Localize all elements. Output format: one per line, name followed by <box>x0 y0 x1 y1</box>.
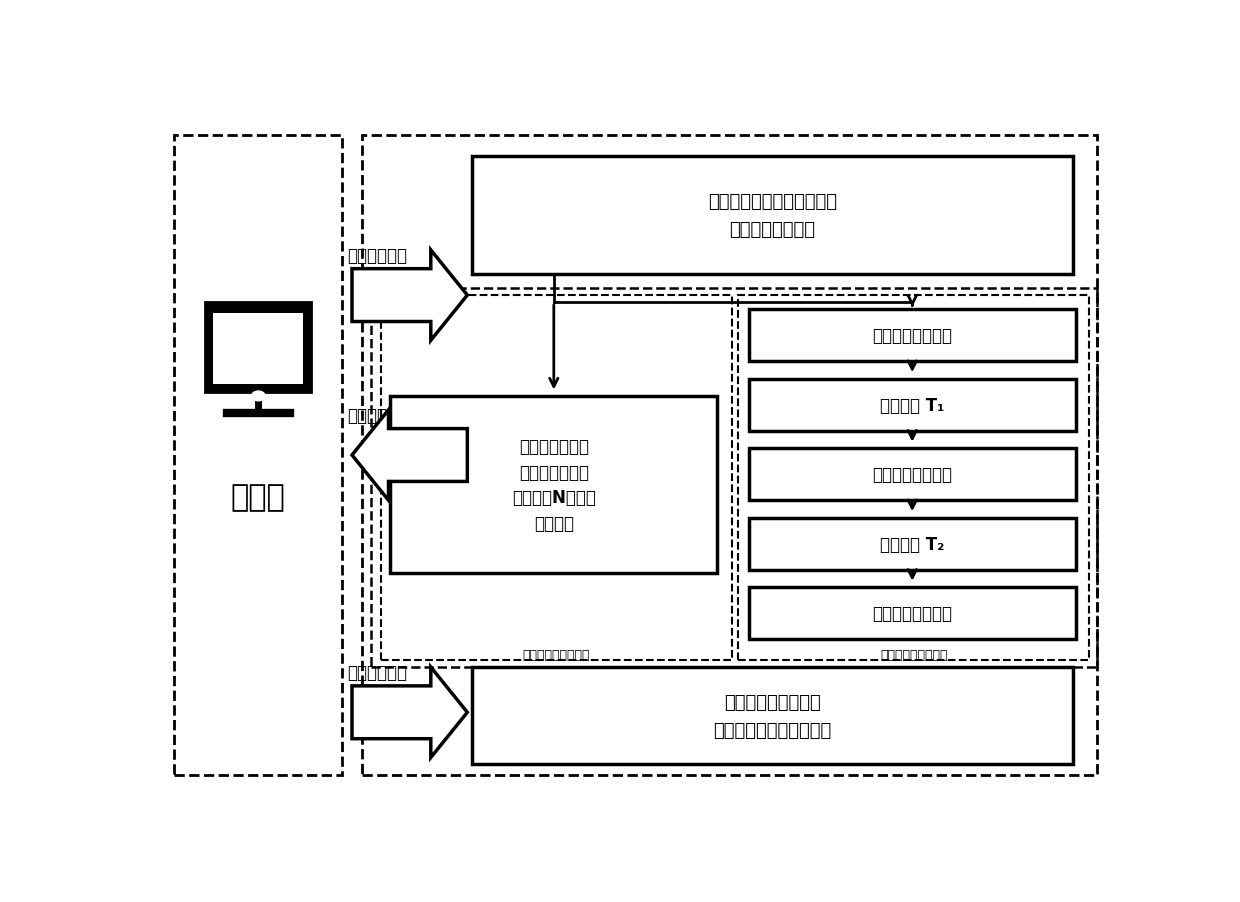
Bar <box>738 296 1089 660</box>
Bar <box>749 587 1075 640</box>
Polygon shape <box>352 251 467 341</box>
Polygon shape <box>352 410 467 501</box>
Text: 信号数据: 信号数据 <box>347 406 387 424</box>
Text: 终止信号采集: 终止信号采集 <box>347 663 407 681</box>
Bar <box>362 136 1096 775</box>
Text: 采集第一阻抗传
感器数据，采集
第二至第N阻抗传
感器数据: 采集第一阻抗传 感器数据，采集 第二至第N阻抗传 感器数据 <box>512 437 595 532</box>
Bar <box>213 314 304 384</box>
Text: 等待时间 T₁: 等待时间 T₁ <box>880 396 945 414</box>
Bar <box>749 379 1075 431</box>
Text: 等待时间 T₂: 等待时间 T₂ <box>880 535 945 553</box>
Text: 静态含水率测量系统: 静态含水率测量系统 <box>880 649 947 661</box>
Text: 第一控制阀门打开，
第二和第三控制阀门关闭: 第一控制阀门打开， 第二和第三控制阀门关闭 <box>713 693 832 739</box>
Bar <box>749 518 1075 570</box>
Text: 开始信号采集: 开始信号采集 <box>347 246 407 264</box>
Bar <box>749 448 1075 501</box>
Bar <box>371 289 1096 667</box>
Text: 第二和第三控制阀门打开，
第一控制阀门关闭: 第二和第三控制阀门打开， 第一控制阀门关闭 <box>708 193 837 239</box>
Text: 第四控制阀门关闭: 第四控制阀门关闭 <box>872 465 952 483</box>
Text: 计算机: 计算机 <box>231 483 285 511</box>
Bar <box>472 667 1073 765</box>
Bar <box>749 309 1075 362</box>
Bar <box>381 296 732 660</box>
Bar <box>174 136 342 775</box>
Bar <box>206 303 311 393</box>
Text: 动态含水率测量系统: 动态含水率测量系统 <box>522 649 590 661</box>
Bar <box>472 157 1073 275</box>
Circle shape <box>252 391 265 401</box>
Polygon shape <box>352 667 467 758</box>
Text: 第四控制阀门打开: 第四控制阀门打开 <box>872 327 952 345</box>
Bar <box>391 397 717 574</box>
Text: 采集中心电极数据: 采集中心电极数据 <box>872 604 952 622</box>
